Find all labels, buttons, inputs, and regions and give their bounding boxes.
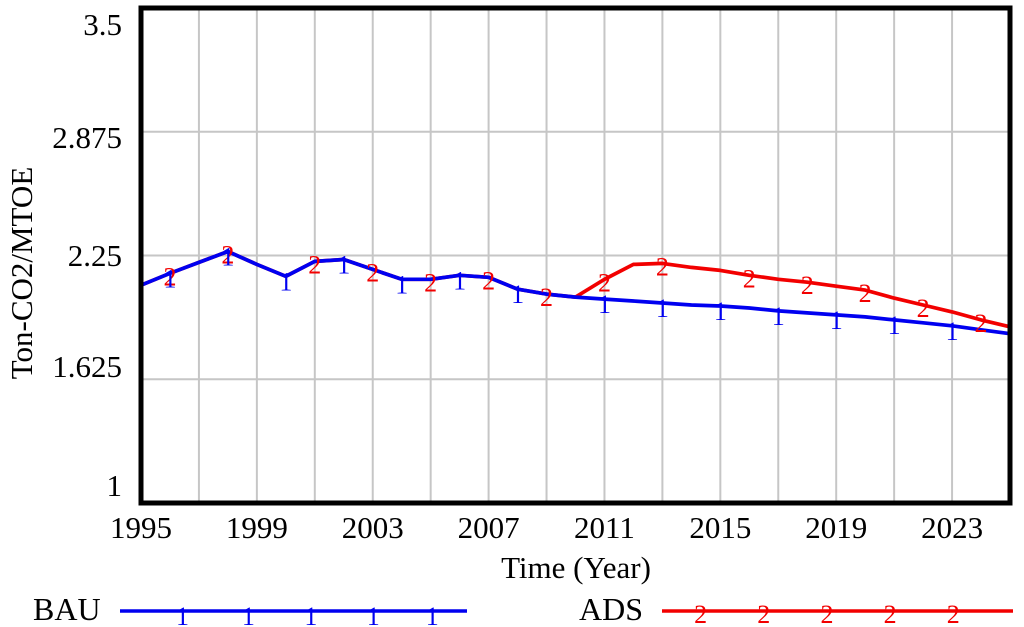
series-marker-bau: 1 (163, 264, 176, 293)
series-marker-ads: 2 (308, 250, 321, 279)
series-marker-bau: 1 (656, 294, 669, 323)
series-marker-ads: 2 (917, 294, 930, 323)
series-marker-ads: 2 (163, 262, 176, 291)
series-marker-bau: 1 (830, 306, 843, 335)
series-marker-ads: 2 (656, 252, 669, 281)
series-marker-ads: 2 (975, 309, 988, 338)
series-marker-ads: 2 (366, 258, 379, 287)
series-marker-ads: 2 (482, 266, 495, 295)
series-marker-bau: 1 (221, 243, 234, 272)
series-marker-bau: 1 (598, 290, 611, 319)
series-marker-bau: 1 (279, 267, 292, 296)
legend-label-bau: BAU (33, 591, 101, 627)
x-tick-label: 2015 (689, 510, 752, 545)
legend-marker-ads: 2 (947, 600, 960, 627)
x-tick-label: 1995 (110, 510, 172, 545)
series-marker-ads: 2 (598, 268, 611, 297)
legend-marker-bau: 1 (426, 602, 439, 627)
legend-marker-ads: 2 (694, 600, 707, 627)
series-lines (140, 249, 1011, 336)
plot-border (138, 5, 1013, 506)
series-marker-ads: 2 (540, 283, 553, 312)
legend-marker-ads: 2 (821, 600, 834, 627)
gridlines (141, 8, 1010, 503)
legend-marker-ads: 2 (757, 600, 770, 627)
x-tick-label: 2019 (805, 510, 868, 545)
series-marker-ads: 2 (424, 268, 437, 297)
x-tick-label: 2011 (574, 510, 635, 545)
series-line-bau (140, 249, 1011, 336)
x-tick-label: 2023 (921, 510, 984, 545)
x-tick-label: 1999 (225, 510, 288, 545)
series-marker-bau: 1 (337, 251, 350, 280)
series-marker-bau: 1 (946, 317, 959, 346)
legend-marker-bau: 1 (242, 602, 255, 627)
y-tick-label: 2.875 (52, 119, 122, 155)
series-marker-bau: 1 (395, 270, 408, 299)
series-line-ads (140, 249, 1011, 329)
y-tick-label: 2.25 (67, 237, 122, 273)
series-marker-bau: 1 (772, 302, 785, 331)
series-marker-ads: 2 (743, 264, 756, 293)
series-marker-bau: 1 (453, 266, 466, 295)
legend-marker-bau: 1 (367, 602, 380, 627)
legend-marker-bau: 1 (304, 602, 317, 627)
series-marker-bau: 1 (714, 297, 727, 326)
legend-lines: 1 1 1 1 1 2 2 2 2 2 (120, 600, 1013, 627)
legend-marker-ads: 2 (884, 600, 897, 627)
series-marker-ads: 2 (221, 241, 234, 270)
series-marker-ads: 2 (801, 271, 814, 300)
x-tick-label: 2007 (457, 510, 520, 545)
series-marker-bau: 1 (511, 280, 524, 309)
x-axis-title: Time (Year) (501, 550, 651, 585)
y-tick-label: 3.5 (83, 7, 122, 42)
legend-label-ads: ADS (579, 591, 644, 627)
y-tick-label: 1.625 (52, 349, 122, 385)
series-marker-bau: 1 (888, 311, 901, 340)
legend-marker-bau: 1 (176, 602, 189, 627)
series-marker-ads: 2 (859, 279, 872, 308)
x-tick-label: 2003 (341, 510, 404, 545)
y-tick-label: 1 (106, 468, 123, 503)
